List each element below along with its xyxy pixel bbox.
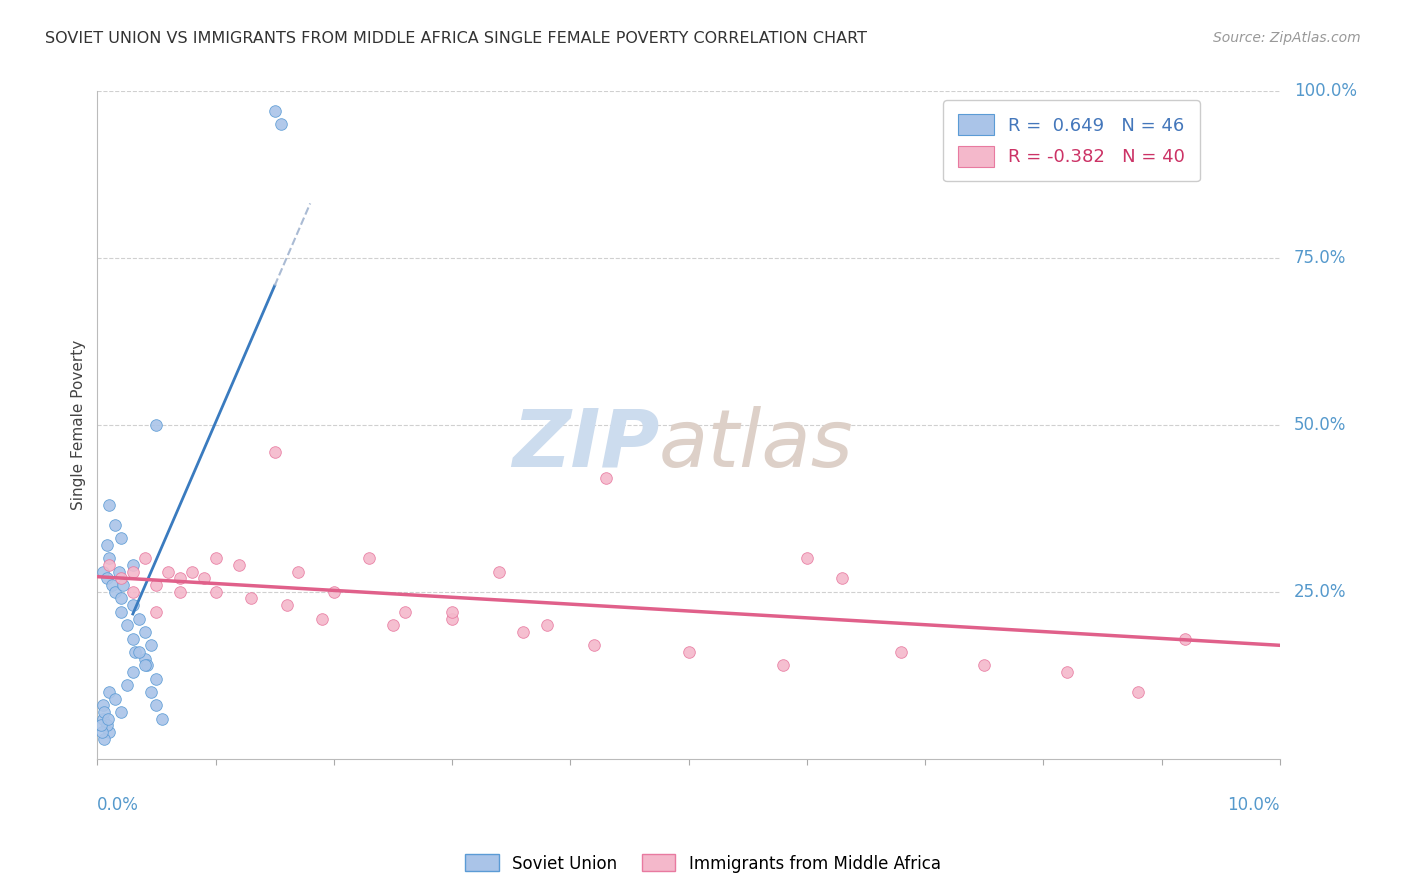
Text: 50.0%: 50.0% <box>1294 416 1347 434</box>
Point <box>115 618 138 632</box>
Point <box>91 698 114 713</box>
Text: 100.0%: 100.0% <box>1294 82 1357 100</box>
Point <box>169 584 191 599</box>
Point <box>311 611 333 625</box>
Point <box>169 571 191 585</box>
Y-axis label: Single Female Poverty: Single Female Poverty <box>72 340 86 510</box>
Point <box>134 658 156 673</box>
Text: 0.0%: 0.0% <box>97 796 139 814</box>
Point <box>136 658 159 673</box>
Point <box>110 571 132 585</box>
Point <box>134 651 156 665</box>
Point <box>93 705 115 719</box>
Point <box>121 665 143 679</box>
Point <box>104 518 127 533</box>
Point <box>134 551 156 566</box>
Point <box>98 725 121 739</box>
Point <box>772 658 794 673</box>
Point <box>263 444 285 458</box>
Point <box>441 605 464 619</box>
Point <box>1126 685 1149 699</box>
Point <box>193 571 215 585</box>
Point <box>91 725 114 739</box>
Point <box>128 611 150 625</box>
Point <box>100 578 122 592</box>
Point <box>276 598 298 612</box>
Point <box>595 471 617 485</box>
Point <box>488 565 510 579</box>
Point <box>96 538 118 552</box>
Point <box>678 645 700 659</box>
Point <box>121 598 143 612</box>
Point <box>104 584 127 599</box>
Point <box>582 638 605 652</box>
Point <box>115 678 138 692</box>
Text: 25.0%: 25.0% <box>1294 582 1347 601</box>
Point <box>134 624 156 639</box>
Point <box>110 605 132 619</box>
Point <box>121 565 143 579</box>
Point <box>228 558 250 573</box>
Point <box>90 718 112 732</box>
Point <box>796 551 818 566</box>
Text: 75.0%: 75.0% <box>1294 249 1347 267</box>
Point <box>831 571 853 585</box>
Point <box>112 578 135 592</box>
Point <box>96 718 118 732</box>
Point <box>98 551 121 566</box>
Point <box>145 698 167 713</box>
Text: SOVIET UNION VS IMMIGRANTS FROM MIDDLE AFRICA SINGLE FEMALE POVERTY CORRELATION : SOVIET UNION VS IMMIGRANTS FROM MIDDLE A… <box>45 31 868 46</box>
Point <box>91 565 114 579</box>
Point <box>98 685 121 699</box>
Point <box>1056 665 1078 679</box>
Point <box>536 618 558 632</box>
Point <box>150 712 173 726</box>
Point <box>91 712 114 726</box>
Point <box>93 731 115 746</box>
Point <box>157 565 180 579</box>
Point <box>107 565 129 579</box>
Point <box>97 712 120 726</box>
Point <box>322 584 344 599</box>
Point <box>240 591 263 606</box>
Point <box>145 672 167 686</box>
Point <box>381 618 404 632</box>
Point <box>139 638 162 652</box>
Text: Source: ZipAtlas.com: Source: ZipAtlas.com <box>1213 31 1361 45</box>
Point <box>512 624 534 639</box>
Text: ZIP: ZIP <box>512 406 659 483</box>
Point <box>98 498 121 512</box>
Point <box>96 571 118 585</box>
Point <box>890 645 912 659</box>
Point <box>181 565 204 579</box>
Point <box>110 532 132 546</box>
Legend: R =  0.649   N = 46, R = -0.382   N = 40: R = 0.649 N = 46, R = -0.382 N = 40 <box>943 100 1199 181</box>
Point <box>110 705 132 719</box>
Point <box>121 584 143 599</box>
Point <box>139 685 162 699</box>
Point <box>121 632 143 646</box>
Text: atlas: atlas <box>659 406 853 483</box>
Point <box>124 645 146 659</box>
Point <box>263 103 285 118</box>
Point <box>441 611 464 625</box>
Point <box>204 584 226 599</box>
Point <box>204 551 226 566</box>
Point <box>145 417 167 432</box>
Point <box>145 578 167 592</box>
Point <box>270 117 292 131</box>
Point <box>110 591 132 606</box>
Text: 10.0%: 10.0% <box>1227 796 1279 814</box>
Point <box>1174 632 1197 646</box>
Point <box>394 605 416 619</box>
Point <box>128 645 150 659</box>
Point <box>287 565 309 579</box>
Point <box>145 605 167 619</box>
Point <box>98 558 121 573</box>
Point <box>104 691 127 706</box>
Point <box>973 658 995 673</box>
Point <box>359 551 381 566</box>
Legend: Soviet Union, Immigrants from Middle Africa: Soviet Union, Immigrants from Middle Afr… <box>458 847 948 880</box>
Point <box>121 558 143 573</box>
